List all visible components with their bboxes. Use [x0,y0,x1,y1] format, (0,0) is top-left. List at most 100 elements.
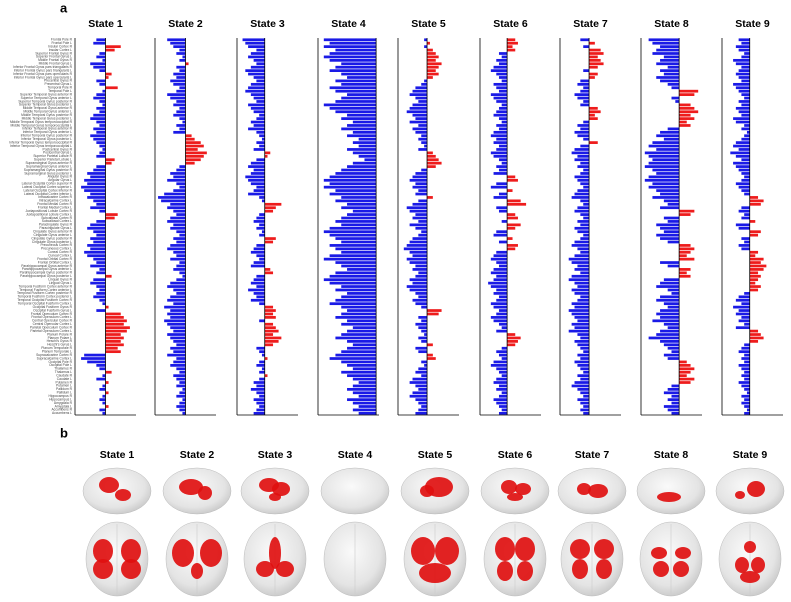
bar [176,377,186,381]
bar [490,257,508,261]
bar [256,391,265,395]
bar [663,72,680,76]
region-label: Cuneal Cortex R [48,250,73,254]
bar [170,172,186,175]
bar [264,343,274,347]
bar [256,295,265,299]
bar [648,144,680,148]
bar [738,168,750,172]
bar [663,216,680,220]
bar [250,120,265,124]
bar [671,86,680,90]
bar [412,89,428,93]
bar [580,367,590,371]
bar [99,82,106,86]
bar [253,148,265,151]
bar [498,192,508,196]
bar [167,220,186,223]
bar [250,106,265,110]
bar [90,62,106,66]
bar [329,192,377,196]
bar [507,340,518,343]
bar [164,305,186,309]
bar [256,274,265,278]
bar [341,285,377,288]
activation-blob [419,563,451,583]
bar [501,79,508,83]
bar [409,381,428,384]
bar [583,394,590,398]
region-label: Cingulate Gyrus posterior L [32,240,72,244]
region-label: Intracalcarine Cortex L [39,199,72,203]
bar [679,250,691,254]
bar [580,199,590,203]
region-label: Angular Gyrus R [48,175,73,179]
activation-blob [269,493,281,501]
bar [496,250,508,254]
bar [93,168,106,172]
bar [741,374,750,378]
bar [335,316,377,319]
bar [256,254,265,258]
bar [496,261,508,264]
panel-title: State 4 [331,18,366,30]
bar [256,79,265,83]
activation-blob [435,537,459,565]
bar [679,367,695,371]
bar [580,127,590,131]
bar [738,100,750,103]
bar [656,134,680,138]
region-label: Intracalcarine Cortex R [38,195,72,199]
bar [352,130,377,134]
bar [167,322,186,326]
bar [185,161,195,165]
region-label: Frontal Medial Cortex L [38,206,72,210]
bar [574,240,590,244]
bar [259,319,265,323]
bar [99,100,106,103]
bar [490,364,508,367]
region-label: Lateral Occipital Cortex superior R [22,182,73,186]
bar [415,384,428,388]
bar [93,127,106,131]
bar [733,117,750,120]
region-label: Superior Temporal Gyrus posterior R [18,99,72,103]
bar [264,154,268,158]
region-label: Putamen L [56,384,72,388]
bar [652,158,680,162]
bar [105,391,109,395]
bar [424,38,428,42]
bar [418,367,428,371]
bar [167,312,186,316]
bar [347,319,377,323]
bar [347,398,377,402]
bar [427,161,442,165]
region-label: Amygdala R [54,401,73,405]
bar [580,213,590,216]
bar [105,45,121,49]
bar [418,350,428,354]
bar [264,312,274,316]
region-label: Superior Parietal Lobule L [34,158,72,162]
bar [583,86,590,90]
brain-title: State 5 [418,449,453,461]
bar [87,254,106,258]
bar [250,52,265,55]
bar [403,247,428,251]
bar [185,158,201,162]
bar [744,398,750,402]
bar [253,411,265,415]
bar [583,168,590,172]
bar [329,244,377,247]
bar [248,86,265,90]
bar [264,206,276,210]
region-label: Temporal Pole L [48,89,72,93]
bar [173,82,186,86]
bar [583,45,590,49]
region-label: Pallidum L [57,391,73,395]
bar [496,288,508,292]
bar [167,38,186,42]
bar [749,340,759,343]
bar [176,240,186,244]
bar [358,411,377,415]
